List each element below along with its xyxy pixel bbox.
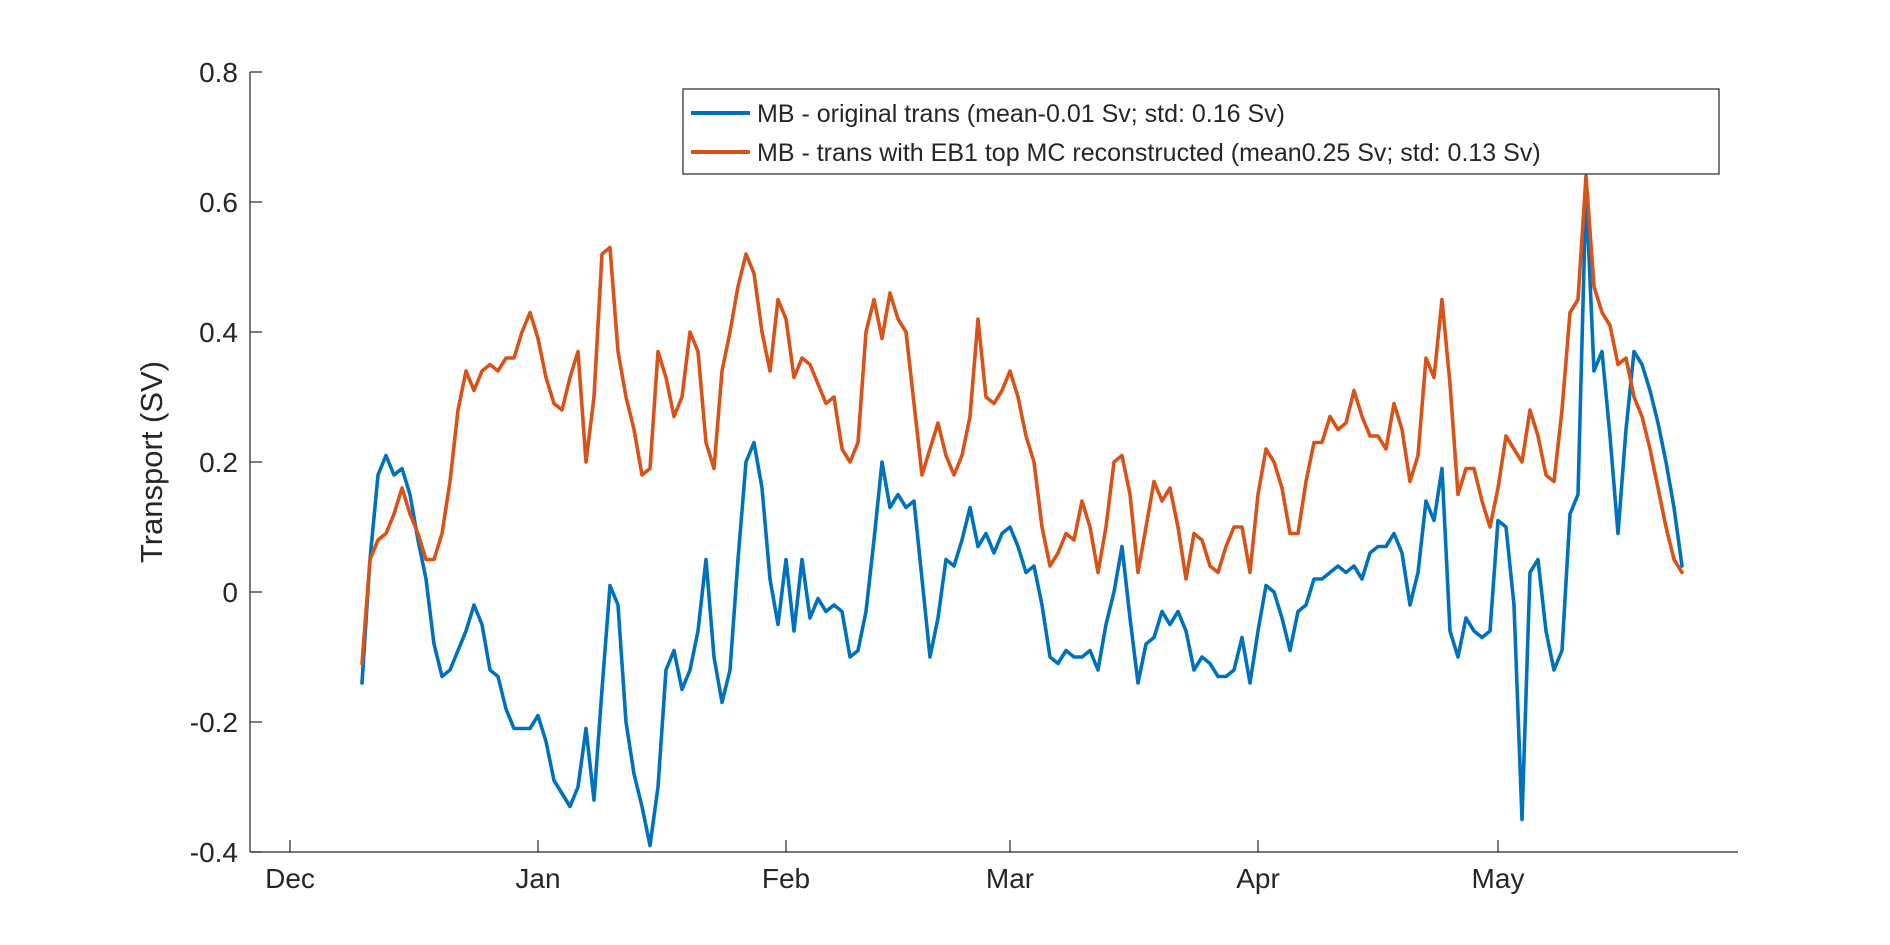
series-line-original [360, 187, 1684, 848]
legend-box [682, 88, 1720, 175]
x-tick-label: Feb [762, 863, 810, 894]
y-tick-label: -0.4 [190, 837, 238, 868]
x-tick-label: Apr [1236, 863, 1280, 894]
x-tick-label: May [1472, 863, 1525, 894]
y-tick-label: 0.4 [199, 317, 238, 348]
x-tick-label: Dec [265, 863, 315, 894]
legend-label-reconstructed: MB - trans with EB1 top MC reconstructed… [757, 139, 1541, 167]
y-axis-label: Transport (SV) [134, 361, 169, 563]
y-tick-label: 0 [222, 577, 238, 608]
x-tick-label: Jan [515, 863, 560, 894]
series-layer [360, 174, 1684, 848]
x-ticks: Dec Jan Feb Mar Apr May [265, 840, 1524, 894]
legend: MB - original trans (mean-0.01 Sv; std: … [682, 88, 1720, 175]
y-tick-label: 0.6 [199, 187, 238, 218]
x-tick-label: Mar [986, 863, 1034, 894]
y-tick-label: 0.2 [199, 447, 238, 478]
y-tick-label: -0.2 [190, 707, 238, 738]
series-line-reconstructed [360, 174, 1684, 666]
y-tick-label: 0.8 [199, 57, 238, 88]
legend-label-original: MB - original trans (mean-0.01 Sv; std: … [757, 100, 1285, 128]
y-ticks: -0.4 -0.2 0 0.2 0.4 0.6 0.8 [190, 57, 262, 868]
